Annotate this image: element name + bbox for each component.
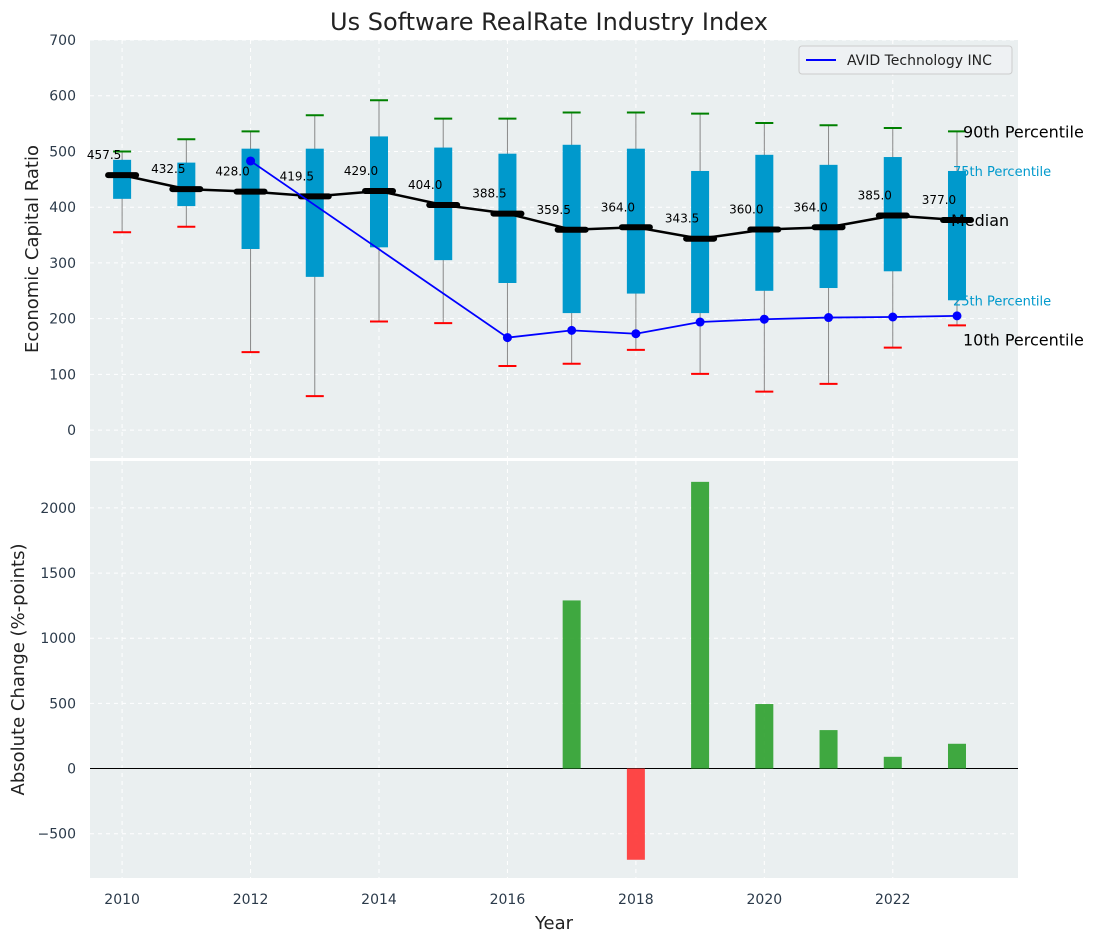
median-value-label: 385.0 — [858, 189, 892, 203]
top-y-tick-label: 500 — [49, 144, 76, 160]
bottom-y-tick-label: 500 — [49, 696, 76, 712]
p90-annotation: 90th Percentile — [963, 122, 1084, 141]
company-point — [567, 325, 577, 335]
change-bar — [626, 768, 645, 860]
bottom-y-axis-label: Absolute Change (%-points) — [8, 544, 29, 796]
iqr-box — [113, 159, 132, 199]
company-point — [502, 333, 512, 343]
median-annotation: Median — [951, 211, 1009, 230]
x-tick-label: 2016 — [490, 892, 526, 908]
top-y-tick-label: 0 — [67, 423, 76, 439]
top-y-tick-label: 700 — [49, 33, 76, 49]
median-value-label: 343.5 — [665, 212, 699, 226]
median-value-label: 457.5 — [87, 148, 121, 162]
p10-annotation: 10th Percentile — [963, 330, 1084, 349]
median-value-label: 360.0 — [729, 202, 763, 216]
bottom-y-tick-label: 2000 — [40, 501, 76, 517]
legend: AVID Technology INC — [798, 45, 1013, 75]
company-point — [631, 329, 641, 339]
bottom-y-tick-label: 1500 — [40, 566, 76, 582]
bottom-plot-area — [90, 461, 1018, 878]
top-y-tick-label: 400 — [49, 200, 76, 216]
median-value-label: 419.5 — [280, 169, 314, 183]
median-value-label: 364.0 — [793, 200, 827, 214]
x-tick-label: 2020 — [747, 892, 783, 908]
bottom-panel: −500 0 500 1000 1500 2000 Absolute Change (%-p… — [8, 461, 1018, 934]
top-y-tick-label: 100 — [49, 367, 76, 383]
change-bar — [562, 600, 581, 769]
bottom-y-tick-label: 1000 — [40, 631, 76, 647]
median-value-label: 359.5 — [536, 203, 570, 217]
x-axis-label: Year — [534, 913, 574, 934]
top-y-tick-label: 300 — [49, 256, 76, 272]
top-plot-area — [90, 40, 1018, 458]
x-tick-label: 2012 — [233, 892, 269, 908]
x-tick-label: 2022 — [875, 892, 911, 908]
company-point — [246, 156, 256, 166]
legend-box — [798, 45, 1013, 75]
iqr-box — [947, 170, 966, 301]
top-y-tick-label: 600 — [49, 89, 76, 105]
iqr-box — [177, 162, 196, 207]
median-value-label: 428.0 — [215, 165, 249, 179]
median-value-label: 388.5 — [472, 187, 506, 201]
company-point — [695, 317, 705, 327]
iqr-box — [691, 170, 710, 314]
top-y-axis-label: Economic Capital Ratio — [22, 145, 43, 353]
bottom-y-tick-label: 0 — [67, 762, 76, 778]
median-value-label: 377.0 — [922, 193, 956, 207]
chart-title: Us Software RealRate Industry Index — [330, 8, 768, 36]
iqr-box — [755, 154, 774, 291]
median-value-label: 429.0 — [344, 164, 378, 178]
iqr-box — [626, 148, 645, 294]
x-tick-label: 2018 — [618, 892, 654, 908]
company-point — [824, 313, 834, 323]
company-point — [888, 312, 898, 322]
x-tick-label: 2010 — [104, 892, 140, 908]
change-bar — [947, 743, 966, 769]
p75-annotation: 75th Percentile — [953, 165, 1051, 180]
change-bar — [819, 730, 838, 769]
change-bar — [691, 481, 710, 769]
bottom-y-tick-label: −500 — [38, 827, 76, 843]
top-panel: 0 100 200 300 400 500 600 700 Economic Capital R… — [22, 33, 1084, 458]
iqr-box — [305, 148, 324, 277]
median-value-label: 432.5 — [151, 162, 185, 176]
p25-annotation: 25th Percentile — [953, 294, 1051, 309]
median-value-label: 404.0 — [408, 178, 442, 192]
iqr-box — [241, 148, 260, 249]
company-point — [759, 314, 769, 324]
legend-label: AVID Technology INC — [847, 53, 992, 69]
iqr-box — [498, 153, 517, 283]
x-tick-label: 2014 — [361, 892, 397, 908]
median-value-label: 364.0 — [601, 200, 635, 214]
company-point — [952, 311, 962, 321]
top-y-tick-label: 200 — [49, 312, 76, 328]
change-bar — [755, 704, 774, 769]
change-bar — [883, 756, 902, 769]
